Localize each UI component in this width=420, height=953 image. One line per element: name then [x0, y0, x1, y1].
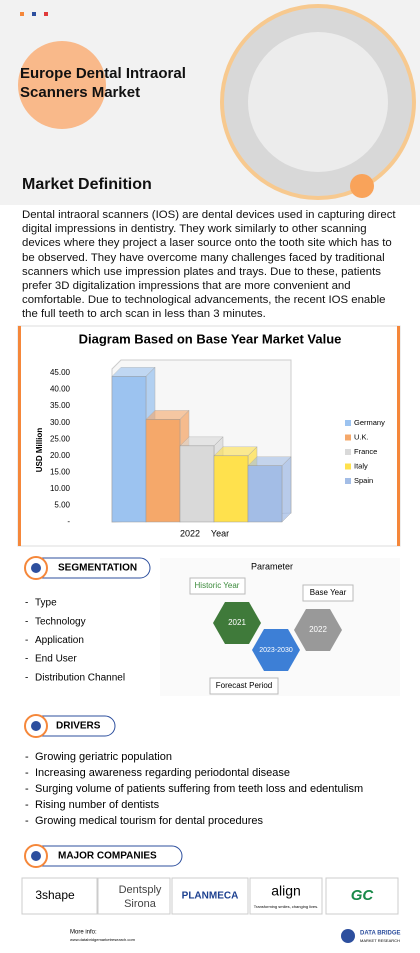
driver-item: Surging volume of patients suffering fro… — [35, 783, 363, 795]
driver-item: Growing medical tourism for dental proce… — [35, 815, 264, 827]
y-tick-label: 40.00 — [50, 385, 71, 394]
hexagon — [213, 602, 261, 644]
bullet: - — [25, 767, 29, 779]
dot — [44, 12, 48, 16]
badge — [24, 714, 116, 738]
label-box — [302, 584, 354, 602]
definition-text: Dental intraoral scanners (IOS) are dent… — [22, 209, 396, 321]
chart-border — [18, 326, 21, 546]
bar — [179, 445, 215, 523]
legend-label: Spain — [354, 476, 373, 485]
y-tick-label: 20.00 — [50, 451, 71, 460]
x-axis-label: Year — [211, 528, 229, 538]
bullet: - — [25, 783, 29, 795]
legend-label: Italy — [354, 461, 368, 470]
legend-label: France — [354, 447, 377, 456]
footer-brand-sub: MARKET RESEARCH — [360, 938, 400, 943]
bar — [247, 465, 283, 523]
legend-swatch — [345, 463, 351, 470]
logo-planmeca: PLANMECA — [182, 891, 239, 902]
driver-item: Rising number of dentists — [35, 799, 160, 811]
base-year: 2022 — [309, 625, 327, 634]
bullet: - — [25, 598, 28, 609]
bullet: - — [25, 815, 29, 827]
logo-dentsply: Dentsply — [119, 884, 162, 896]
bar — [111, 376, 147, 523]
logo-box — [21, 877, 98, 915]
dot — [20, 12, 24, 16]
bullet: - — [25, 751, 29, 763]
logo-3shape: 3shape — [35, 888, 75, 902]
segment-item: Type — [35, 598, 57, 609]
y-tick-label: 45.00 — [50, 368, 71, 377]
brand-icon — [341, 929, 355, 943]
logo-box — [325, 877, 399, 915]
logo-gc: GC — [351, 887, 375, 904]
legend-label: U.K. — [354, 432, 369, 441]
legend-swatch — [345, 434, 351, 441]
segment-item: Application — [35, 635, 84, 646]
y-tick-label: 35.00 — [50, 401, 71, 410]
y-tick-label: - — [67, 517, 70, 526]
base-label: Base Year — [310, 588, 347, 597]
photo-inner — [248, 32, 388, 172]
badge — [24, 556, 151, 580]
bar — [213, 455, 249, 523]
companies-heading: MAJOR COMPANIES — [58, 851, 157, 862]
label-box — [189, 577, 246, 595]
badge — [24, 844, 183, 868]
bar — [145, 419, 181, 523]
legend-swatch — [345, 420, 351, 426]
driver-item: Increasing awareness regarding periodont… — [35, 767, 290, 779]
y-tick-label: 5.00 — [54, 501, 70, 510]
forecast-years: 2023-2030 — [259, 647, 293, 654]
forecast-label: Forecast Period — [216, 681, 272, 690]
bar-side — [281, 456, 292, 523]
logo-box — [249, 877, 323, 915]
chart-border — [397, 326, 400, 546]
y-tick-label: 25.00 — [50, 434, 71, 443]
title-circle — [18, 41, 106, 129]
hexagon — [294, 609, 342, 651]
hexagon — [252, 629, 300, 671]
chart-title: Diagram Based on Base Year Market Value — [79, 331, 342, 346]
bullet: - — [25, 654, 28, 665]
logo-align-tagline: Transforming smiles, changing lives. — [254, 904, 319, 909]
segment-item: Technology — [35, 616, 86, 627]
bullet: - — [25, 616, 28, 627]
y-tick-label: 15.00 — [50, 467, 71, 476]
definition-heading: Market Definition — [22, 176, 152, 193]
segment-item: Distribution Channel — [35, 672, 125, 683]
legend-label: Germany — [354, 418, 385, 427]
dot — [32, 12, 36, 16]
y-tick-label: 30.00 — [50, 418, 71, 427]
page-title: Europe Dental Intraoral Scanners Market — [20, 65, 186, 101]
drivers-heading: DRIVERS — [56, 721, 101, 732]
logo-align: align — [271, 883, 301, 899]
x-tick-label: 2022 — [180, 528, 200, 538]
y-axis-label: USD Million — [35, 428, 44, 473]
driver-item: Growing geriatric population — [35, 751, 172, 763]
legend-swatch — [345, 478, 351, 484]
bullet: - — [25, 799, 29, 811]
parameter-title: Parameter — [251, 561, 293, 571]
bullet: - — [25, 672, 28, 683]
logo-box — [171, 877, 249, 915]
legend-swatch — [345, 449, 351, 455]
historic-year: 2021 — [228, 618, 246, 627]
footer-url: www.databridgemarketresearch.com — [70, 937, 136, 942]
label-box — [209, 677, 279, 695]
segment-item: End User — [35, 654, 77, 665]
logo-box — [97, 877, 171, 915]
bullet: - — [25, 635, 28, 646]
accent-circle — [350, 174, 374, 198]
footer-more-info: More info: — [70, 930, 97, 936]
historic-label: Historic Year — [195, 581, 240, 590]
logo-sirona: Sirona — [124, 898, 157, 910]
footer-brand: DATA BRIDGE — [360, 931, 401, 937]
segmentation-heading: SEGMENTATION — [58, 563, 137, 574]
y-tick-label: 10.00 — [50, 484, 71, 493]
